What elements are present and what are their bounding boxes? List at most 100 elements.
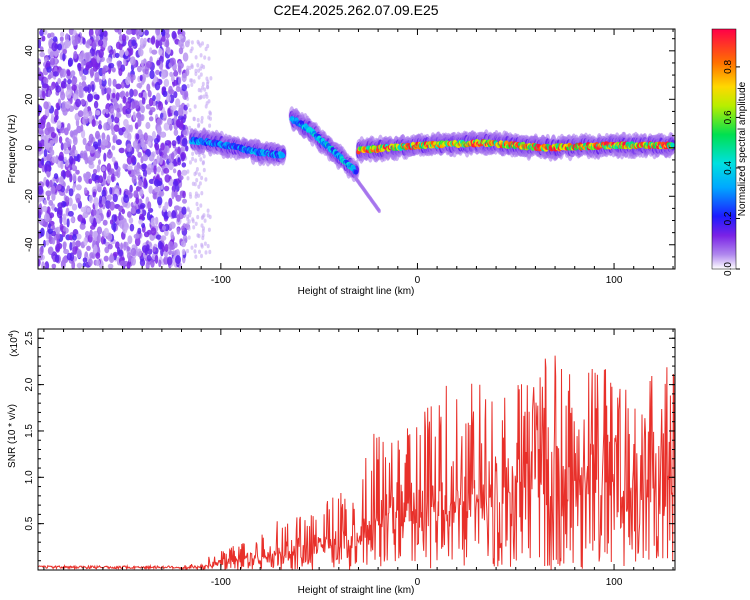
spectrogram-cell <box>201 229 205 234</box>
spectrogram-cell <box>135 209 141 214</box>
spectrogram-cell <box>123 241 127 251</box>
spectrogram-cell <box>57 78 62 85</box>
spectrogram-cell <box>54 108 59 118</box>
spectrogram-cell <box>145 261 150 269</box>
spectrogram-cell <box>70 217 75 223</box>
spectrogram-cell <box>128 217 134 224</box>
spectrogram-cell <box>147 90 152 98</box>
spectrogram-cell <box>102 67 106 74</box>
spectrogram-cell <box>98 78 103 86</box>
spectrogram-cell <box>196 117 200 123</box>
spectrogram-cell <box>209 116 212 121</box>
spectrogram-cell <box>106 150 113 159</box>
spectrogram-ylabel: Frequency (Hz) <box>7 115 18 184</box>
spectrogram-cell <box>72 173 77 183</box>
spectrogram-cell <box>206 213 210 218</box>
spectrogram-cell <box>112 251 118 257</box>
spectrogram-cell <box>68 29 74 36</box>
spectrogram-cell <box>171 210 177 219</box>
spectrogram-cell <box>200 119 204 124</box>
colorbar-tick-label: 0.4 <box>723 161 734 175</box>
spectrogram-cell <box>58 155 64 162</box>
spectrogram-cell <box>60 31 65 38</box>
spectrogram-cell <box>147 140 152 147</box>
spectrogram-cell <box>154 81 161 91</box>
spectrogram-cell <box>126 143 133 152</box>
snr-xlabel: Height of straight line (km) <box>298 585 415 596</box>
spectrogram-cell <box>353 169 359 175</box>
spectrogram-cell <box>66 140 71 148</box>
spectrogram-cell <box>130 155 136 163</box>
spectrogram-cell <box>107 117 113 126</box>
spectrogram-cell <box>80 206 87 213</box>
spectrogram-cell <box>49 126 55 134</box>
spectrogram-cell <box>118 147 125 154</box>
spectrogram-cell <box>151 130 156 140</box>
spectrogram-cell <box>115 83 122 90</box>
spectrogram-cell <box>167 210 172 218</box>
spectrogram-cell <box>44 261 50 269</box>
spectrogram-cell <box>44 127 51 136</box>
spectrogram-cell <box>75 240 81 248</box>
spectrogram-cell <box>82 137 87 146</box>
spectrogram-cell <box>194 55 198 60</box>
snr-multiplier-close: ) <box>9 330 20 333</box>
snr-marks <box>38 355 675 570</box>
spectrogram-cell <box>77 214 84 222</box>
spectrogram-cell <box>114 116 120 124</box>
spectrogram-cell <box>76 197 81 204</box>
spectrogram-cell <box>88 159 94 166</box>
spectrogram-cell <box>83 236 88 246</box>
spectrogram-cell <box>38 39 42 49</box>
spectrogram-cell <box>53 173 59 180</box>
spectrogram-cell <box>171 190 175 200</box>
spectrogram-cell <box>191 217 195 222</box>
spectrogram-cell <box>115 139 122 146</box>
spectrogram-cell <box>199 53 203 58</box>
spectrogram-cell <box>75 88 79 95</box>
spectrogram-cell <box>55 226 61 234</box>
spectrogram-frame <box>37 28 676 270</box>
spectrogram-cell <box>57 43 63 51</box>
spectrogram-cell <box>168 140 172 149</box>
spectrogram-cell <box>97 137 102 147</box>
spectrogram-cell <box>51 156 58 164</box>
spectrogram-cell <box>199 94 203 100</box>
spectrogram-cell <box>141 222 146 229</box>
spectrogram-cell <box>141 163 147 170</box>
spectrogram-cell <box>169 71 174 77</box>
spectrogram-cell <box>136 82 143 89</box>
spectrogram-cell <box>164 201 169 210</box>
spectrogram-cell <box>194 243 198 248</box>
spectrogram-cell <box>105 108 109 115</box>
spectrogram-cell <box>145 60 152 69</box>
spectrogram-cell <box>172 168 177 174</box>
spectrogram-cell <box>155 38 160 49</box>
spectrogram-cell <box>139 74 143 82</box>
spectrogram-cell <box>60 142 64 151</box>
spectrogram-cell <box>66 218 70 228</box>
spectrogram-cell <box>144 29 149 36</box>
spectrogram-cell <box>128 255 132 262</box>
spectrogram-cell <box>59 223 64 231</box>
spectrogram-cell <box>38 105 43 114</box>
spectrogram-cell <box>125 190 132 196</box>
spectrogram-cell <box>76 262 83 269</box>
spectrogram-cell <box>181 206 187 215</box>
spectrogram-cell <box>103 227 110 237</box>
spectrogram-cell <box>206 208 210 213</box>
spectrogram-cell <box>165 32 170 39</box>
spectrogram-cell <box>85 230 90 237</box>
spectrogram-cell <box>123 119 129 127</box>
spectrogram-cell <box>207 227 211 232</box>
spectrogram-cell <box>195 178 199 183</box>
spectrogram-cell <box>71 84 77 91</box>
spectrogram-cell <box>186 169 190 174</box>
spectrogram-cell <box>53 116 58 123</box>
spectrogram-cell <box>173 69 178 77</box>
spectrogram-cell <box>38 258 41 267</box>
spectrogram-cell <box>153 178 160 187</box>
spectrogram-cell <box>200 253 203 259</box>
spectrogram-cell <box>148 110 153 116</box>
